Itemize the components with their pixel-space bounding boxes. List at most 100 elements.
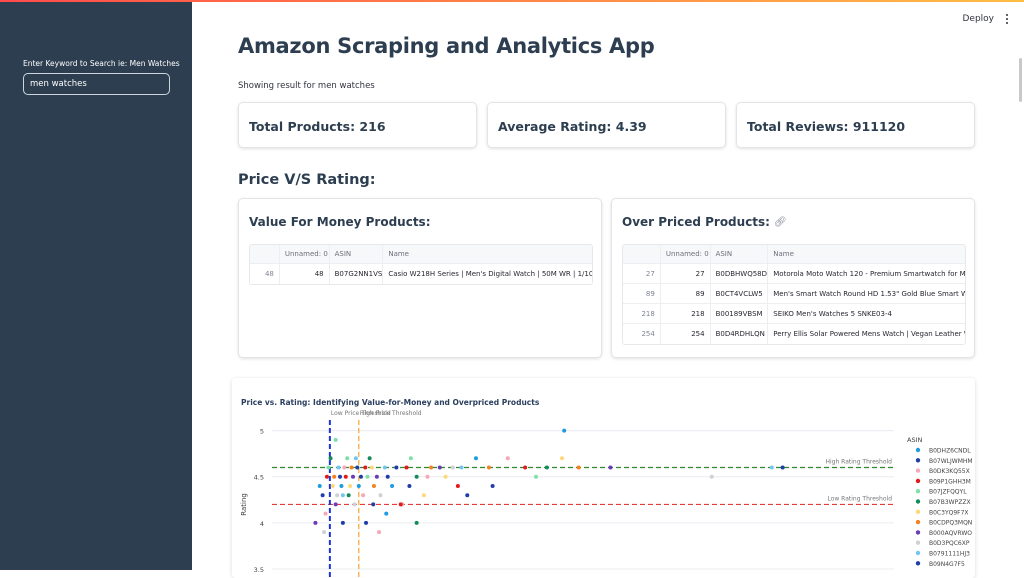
scrollbar[interactable]	[1019, 58, 1022, 102]
data-point	[333, 502, 338, 507]
data-point	[414, 520, 419, 525]
column-header[interactable]: ASIN	[330, 245, 384, 263]
y-tick-label: 3.5	[254, 566, 264, 574]
legend-item: B07B3WPZZX	[929, 499, 971, 506]
data-point	[398, 502, 403, 507]
column-header[interactable]	[623, 245, 661, 263]
value-table[interactable]: Unnamed: 0 ASIN Name 48 48 B07G2NN1VS Ca…	[249, 244, 593, 285]
data-point	[414, 474, 419, 479]
data-point	[356, 483, 361, 488]
high-price-threshold-label: High Price Threshold	[360, 410, 422, 417]
data-point	[349, 465, 354, 470]
low-price-threshold-label: Low Price Threshold	[331, 410, 391, 417]
data-point	[355, 465, 360, 470]
legend-item: B07WLJWMHM	[929, 458, 973, 465]
overpriced-table[interactable]: Unnamed: 0 ASIN Name 27 27 B0DBHWQ58D Mo…	[622, 244, 966, 345]
data-point	[421, 493, 426, 498]
table-cell: Motorola Moto Watch 120 - Premium Smartw…	[773, 269, 965, 278]
results-subtitle: Showing result for men watches	[238, 81, 375, 91]
y-tick-label: 5	[260, 428, 264, 436]
column-header[interactable]: Unnamed: 0	[280, 245, 330, 263]
table-cell: 254	[661, 324, 711, 344]
legend-marker	[915, 458, 921, 463]
table-cell: SEIKO Men's Watches 5 SNKE03-4	[773, 309, 892, 318]
legend-item: B0791111HJ3	[929, 551, 970, 558]
column-header[interactable]: Name	[773, 250, 794, 258]
deploy-button[interactable]: Deploy	[962, 14, 994, 24]
table-cell: B07G2NN1VS	[330, 264, 384, 284]
metric-average-rating: Average Rating: 4.39	[487, 102, 726, 148]
legend-marker	[915, 540, 921, 545]
table-cell: 48	[280, 264, 330, 284]
data-point	[562, 428, 567, 433]
table-row[interactable]: 254 254 B0D4RDHLQN Perry Ellis Solar Pow…	[623, 324, 965, 344]
table-cell: Men's Smart Watch Round HD 1.53" Gold Bl…	[773, 289, 965, 298]
y-tick-label: 4	[260, 520, 264, 528]
data-point	[374, 474, 379, 479]
search-label: Enter Keyword to Search ie: Men Watches	[23, 59, 180, 68]
value-for-money-card: Value For Money Products: Unnamed: 0 ASI…	[238, 198, 602, 358]
data-point	[382, 465, 387, 470]
value-card-title: Value For Money Products:	[249, 215, 431, 229]
data-point	[408, 456, 413, 461]
table-cell: B0DBHWQ58D	[711, 264, 769, 283]
y-axis-label: Rating	[240, 493, 248, 516]
data-point	[560, 456, 565, 461]
legend-marker	[915, 468, 921, 473]
legend-item: B09N4G7F5	[929, 561, 965, 568]
data-point	[340, 520, 345, 525]
overpriced-card-title: Over Priced Products: 🔗︎	[622, 215, 787, 229]
data-point	[336, 465, 341, 470]
value-card-title-text: Value For Money Products:	[249, 215, 431, 229]
data-point	[523, 465, 528, 470]
column-header[interactable]	[250, 245, 280, 263]
legend-marker	[915, 550, 921, 556]
data-point	[322, 530, 327, 535]
column-header[interactable]: Name	[388, 250, 409, 258]
data-point	[404, 465, 409, 470]
data-point	[352, 502, 357, 507]
table-row[interactable]: 218 218 B00189VBSM SEIKO Men's Watches 5…	[623, 304, 965, 324]
legend-marker	[915, 489, 921, 494]
legend-item: B09P1GHH3M	[929, 478, 971, 485]
table-cell: 89	[661, 284, 711, 303]
data-point	[346, 493, 351, 498]
overpriced-card-title-text: Over Priced Products:	[622, 215, 770, 229]
data-point	[365, 474, 370, 479]
overpriced-card: Over Priced Products: 🔗︎ Unnamed: 0 ASIN …	[611, 198, 975, 358]
data-point	[371, 502, 376, 507]
table-row[interactable]: 89 89 B0CT4VCLW5 Men's Smart Watch Round…	[623, 284, 965, 304]
table-cell: B00189VBSM	[711, 304, 769, 323]
y-tick-label: 4.5	[254, 474, 264, 482]
data-point	[320, 493, 325, 498]
legend-marker	[915, 561, 921, 566]
table-cell: Casio W218H Series | Men's Digital Watch…	[388, 270, 592, 278]
table-cell: 48	[250, 264, 280, 284]
table-cell: 27	[661, 264, 711, 283]
data-point	[450, 465, 455, 470]
scatter-plot[interactable]: 5 4.5 4 3.5 Rating High Rating Threshold Low R…	[232, 378, 975, 578]
data-point	[394, 465, 399, 470]
table-row[interactable]: 48 48 B07G2NN1VS Casio W218H Series | Me…	[250, 264, 592, 284]
table-row[interactable]: 27 27 B0DBHWQ58D Motorola Moto Watch 120…	[623, 264, 965, 284]
data-point	[342, 465, 347, 470]
legend-item: B0DK3KQ55X	[929, 468, 970, 475]
search-input[interactable]: men watches	[23, 73, 170, 95]
data-point	[378, 493, 383, 498]
column-header[interactable]: ASIN	[711, 245, 769, 263]
data-point	[371, 483, 376, 488]
data-point	[330, 483, 335, 488]
data-point	[608, 465, 613, 470]
data-point	[358, 474, 363, 479]
data-point	[364, 520, 369, 525]
data-point	[544, 465, 549, 470]
column-header[interactable]: Unnamed: 0	[661, 245, 711, 263]
link-icon[interactable]: 🔗︎	[773, 216, 787, 228]
legend-marker	[915, 519, 921, 525]
data-point	[333, 437, 338, 442]
legend-marker	[915, 530, 921, 535]
low-rating-threshold-label: Low Rating Threshold	[827, 495, 892, 502]
data-point	[345, 456, 350, 461]
legend-title: ASIN	[907, 436, 922, 444]
more-vertical-icon[interactable]	[1006, 14, 1008, 24]
